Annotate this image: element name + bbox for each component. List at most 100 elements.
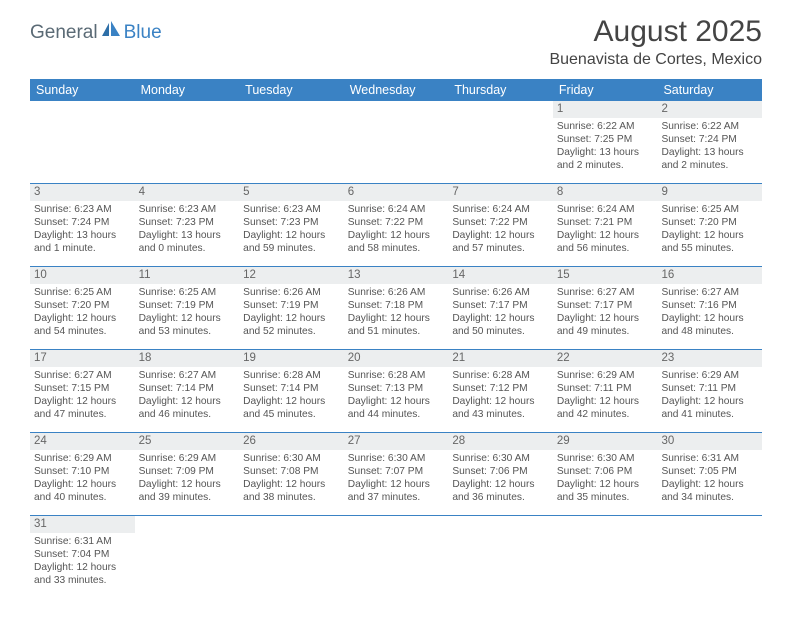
- sunset-line: Sunset: 7:13 PM: [348, 382, 445, 395]
- title-block: August 2025 Buenavista de Cortes, Mexico: [549, 15, 762, 69]
- sunset-line: Sunset: 7:07 PM: [348, 465, 445, 478]
- calendar-week: 24Sunrise: 6:29 AMSunset: 7:10 PMDayligh…: [30, 433, 762, 516]
- day-number: [448, 516, 553, 533]
- daylight-line: Daylight: 12 hours and 50 minutes.: [452, 312, 549, 338]
- calendar-day: 28Sunrise: 6:30 AMSunset: 7:06 PMDayligh…: [448, 433, 553, 515]
- sunset-line: Sunset: 7:19 PM: [139, 299, 236, 312]
- daylight-line: Daylight: 12 hours and 48 minutes.: [661, 312, 758, 338]
- calendar-day: [239, 516, 344, 598]
- logo-text-general: General: [30, 22, 98, 44]
- sunrise-line: Sunrise: 6:26 AM: [452, 286, 549, 299]
- sunrise-line: Sunrise: 6:22 AM: [557, 120, 654, 133]
- day-number: 3: [30, 184, 135, 201]
- sunrise-line: Sunrise: 6:22 AM: [661, 120, 758, 133]
- day-number: [657, 516, 762, 533]
- daylight-line: Daylight: 12 hours and 36 minutes.: [452, 478, 549, 504]
- sunset-line: Sunset: 7:22 PM: [452, 216, 549, 229]
- daylight-line: Daylight: 12 hours and 53 minutes.: [139, 312, 236, 338]
- sunset-line: Sunset: 7:06 PM: [557, 465, 654, 478]
- sunset-line: Sunset: 7:09 PM: [139, 465, 236, 478]
- day-number: [553, 516, 658, 533]
- sunrise-line: Sunrise: 6:26 AM: [243, 286, 340, 299]
- daylight-line: Daylight: 13 hours and 0 minutes.: [139, 229, 236, 255]
- logo: General Blue: [30, 21, 162, 44]
- day-number: [239, 101, 344, 118]
- calendar-day: 30Sunrise: 6:31 AMSunset: 7:05 PMDayligh…: [657, 433, 762, 515]
- day-number: 21: [448, 350, 553, 367]
- sunrise-line: Sunrise: 6:29 AM: [34, 452, 131, 465]
- calendar: SundayMondayTuesdayWednesdayThursdayFrid…: [30, 79, 762, 598]
- calendar-day: [30, 101, 135, 183]
- day-number: 12: [239, 267, 344, 284]
- sunset-line: Sunset: 7:17 PM: [452, 299, 549, 312]
- daylight-line: Daylight: 12 hours and 38 minutes.: [243, 478, 340, 504]
- day-number: 15: [553, 267, 658, 284]
- weekday-header: Sunday: [30, 79, 135, 101]
- sunset-line: Sunset: 7:12 PM: [452, 382, 549, 395]
- sunset-line: Sunset: 7:08 PM: [243, 465, 340, 478]
- calendar-day: 8Sunrise: 6:24 AMSunset: 7:21 PMDaylight…: [553, 184, 658, 266]
- day-number: 19: [239, 350, 344, 367]
- daylight-line: Daylight: 12 hours and 42 minutes.: [557, 395, 654, 421]
- sunset-line: Sunset: 7:14 PM: [243, 382, 340, 395]
- day-number: 29: [553, 433, 658, 450]
- calendar-day: 20Sunrise: 6:28 AMSunset: 7:13 PMDayligh…: [344, 350, 449, 432]
- sunset-line: Sunset: 7:15 PM: [34, 382, 131, 395]
- sunset-line: Sunset: 7:24 PM: [661, 133, 758, 146]
- day-number: 5: [239, 184, 344, 201]
- daylight-line: Daylight: 12 hours and 39 minutes.: [139, 478, 236, 504]
- calendar-week: 10Sunrise: 6:25 AMSunset: 7:20 PMDayligh…: [30, 267, 762, 350]
- calendar-week: 17 Sunrise: 6:27 AMSunset: 7:15 PM Dayligh…: [30, 350, 762, 433]
- day-number: [135, 516, 240, 533]
- sunset-line: Sunset: 7:20 PM: [661, 216, 758, 229]
- sunrise-line: Sunrise: 6:26 AM: [348, 286, 445, 299]
- day-number: 9: [657, 184, 762, 201]
- day-number: 17: [30, 350, 135, 367]
- day-number: 16: [657, 267, 762, 284]
- sunrise-line: Sunrise: 6:25 AM: [139, 286, 236, 299]
- sunrise-line: Sunrise: 6:23 AM: [243, 203, 340, 216]
- calendar-day: 4Sunrise: 6:23 AMSunset: 7:23 PMDaylight…: [135, 184, 240, 266]
- sunrise-line: Sunrise: 6:29 AM: [139, 452, 236, 465]
- day-number: 22: [553, 350, 658, 367]
- daylight-line: Daylight: 12 hours and 44 minutes.: [348, 395, 445, 421]
- calendar-week: 31Sunrise: 6:31 AMSunset: 7:04 PMDayligh…: [30, 516, 762, 598]
- sunrise-line: Sunrise: 6:27 AM: [661, 286, 758, 299]
- location: Buenavista de Cortes, Mexico: [549, 51, 762, 69]
- sunset-line: Sunset: 7:21 PM: [557, 216, 654, 229]
- calendar-day: [657, 516, 762, 598]
- weekday-header: Monday: [135, 79, 240, 101]
- sunrise-line: Sunrise: 6:31 AM: [34, 535, 131, 548]
- daylight-line: Daylight: 13 hours and 2 minutes.: [557, 146, 654, 172]
- sunset-line: Sunset: 7:23 PM: [139, 216, 236, 229]
- daylight-line: Daylight: 12 hours and 52 minutes.: [243, 312, 340, 338]
- day-number: 2: [657, 101, 762, 118]
- daylight-line: Daylight: 12 hours and 54 minutes.: [34, 312, 131, 338]
- daylight-line: Daylight: 12 hours and 58 minutes.: [348, 229, 445, 255]
- day-number: 30: [657, 433, 762, 450]
- calendar-day: 31Sunrise: 6:31 AMSunset: 7:04 PMDayligh…: [30, 516, 135, 598]
- sunset-line: Sunset: 7:06 PM: [452, 465, 549, 478]
- sunrise-line: Sunrise: 6:31 AM: [661, 452, 758, 465]
- day-number: [30, 101, 135, 118]
- calendar-week: 3Sunrise: 6:23 AMSunset: 7:24 PMDaylight…: [30, 184, 762, 267]
- calendar-day: 26Sunrise: 6:30 AMSunset: 7:08 PMDayligh…: [239, 433, 344, 515]
- day-number: 6: [344, 184, 449, 201]
- calendar-day: 29Sunrise: 6:30 AMSunset: 7:06 PMDayligh…: [553, 433, 658, 515]
- sunrise-line: Sunrise: 6:25 AM: [34, 286, 131, 299]
- sunrise-line: Sunrise: 6:27 AM: [34, 369, 131, 382]
- daylight-line: Daylight: 12 hours and 57 minutes.: [452, 229, 549, 255]
- sunset-line: Sunset: 7:11 PM: [661, 382, 758, 395]
- sunset-line: Sunset: 7:17 PM: [557, 299, 654, 312]
- calendar-day: [135, 101, 240, 183]
- sunset-line: Sunset: 7:22 PM: [348, 216, 445, 229]
- calendar-day: 19Sunrise: 6:28 AMSunset: 7:14 PMDayligh…: [239, 350, 344, 432]
- sunset-line: Sunset: 7:11 PM: [557, 382, 654, 395]
- daylight-line: Daylight: 13 hours and 2 minutes.: [661, 146, 758, 172]
- day-number: 7: [448, 184, 553, 201]
- day-number: 14: [448, 267, 553, 284]
- day-number: 28: [448, 433, 553, 450]
- calendar-day: [448, 516, 553, 598]
- day-number: 23: [657, 350, 762, 367]
- sunrise-line: Sunrise: 6:29 AM: [557, 369, 654, 382]
